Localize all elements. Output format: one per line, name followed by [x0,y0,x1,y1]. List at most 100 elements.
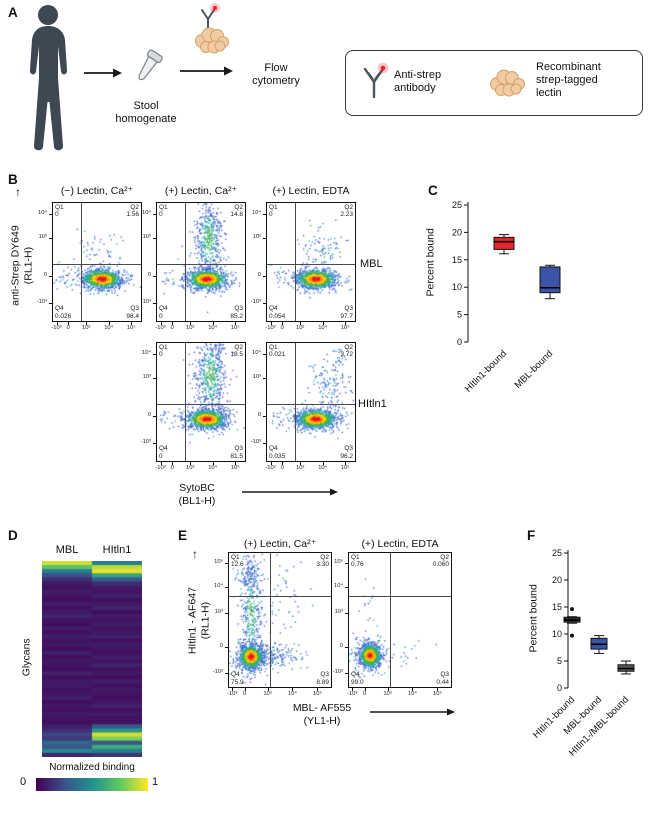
quadrant-label-q4: Q4 0 [159,445,168,460]
x-tick [282,322,284,325]
x-tick-label: 10⁴ [104,325,114,331]
flow-plot-area: Q1 0 Q2 2.23 Q4 0.054 Q3 97.7 [266,202,356,322]
quadrant-label-q4: Q4 0.026 [55,305,72,320]
y-axis-arrow: ↑ [192,547,198,561]
x-tick-label: -10³ [347,691,358,697]
x-tick [352,688,354,691]
d-y-axis-label: Glycans [20,638,33,677]
y-tick [153,276,156,278]
anti-strep-antibody-label: Anti-strep antibody [394,69,442,95]
e-y-axis-label: HItln1 - AF647 (RL1-H) [186,587,211,655]
y-tick-label: 25 [452,200,462,210]
panel-letter-e: E [178,528,188,543]
y-tick-label: 20 [552,575,562,585]
quadrant-hline [267,404,355,406]
colorbar-title: Normalized binding [49,762,135,773]
y-tick [49,214,52,215]
quadrant-label-q3: Q3 98.4 [126,305,139,320]
y-tick-label: 5 [457,310,462,320]
x-tick [172,322,174,325]
x-tick-label: 0 [243,691,247,697]
x-tick [282,462,284,465]
panel-letter-c: C [428,183,438,198]
d-col-title-mbl: MBL [55,544,79,556]
y-tick [225,613,228,615]
x-tick-label: 10³ [81,325,91,331]
x-tick-label: 10⁵ [126,325,136,331]
y-tick-label: 10³ [38,234,47,240]
quadrant-vline [81,203,83,321]
x-tick [190,462,192,465]
x-tick [244,688,246,691]
quadrant-label-q3: Q3 96.2 [340,445,353,460]
x-tick-label: 10⁵ [313,691,322,697]
boxplot-svg: 0510152025HItln1-boundMBL-boundHItln1-/M… [531,548,635,759]
x-tick [235,462,237,465]
y-tick-label: -10³ [140,438,151,445]
flow-plot-area: Q1 0 Q2 1.56 Q4 0.026 Q3 98.4 [52,202,142,322]
b-row-label-hitln1: HItln1 [358,398,387,410]
y-tick [345,562,348,564]
b-col-title-no-lectin: (−) Lectin, Ca²⁺ [60,185,134,197]
x-tick [387,688,389,691]
f-boxplot: 0 5 10 15 20 25 HItln1-bound MBL-bound HItln1-/M… [522,545,650,790]
outlier-point [570,607,574,612]
y-tick-label: -10³ [250,298,261,305]
y-axis-arrow: ↑ [15,185,21,199]
y-tick-label: 0 [339,643,343,650]
quadrant-vline [269,553,271,687]
y-tick-label: 0 [257,412,261,419]
panel-letter-a: A [8,5,18,20]
e-col-title-lectin-edta: (+) Lectin, EDTA [361,538,439,550]
y-tick-label: 10⁵ [214,558,223,565]
y-tick-label: -10³ [140,298,151,305]
y-tick-label: 10³ [214,609,223,616]
flow-plot-e-lectin-ca: Q1 12.6 Q2 3.30 Q4 75.9 Q3 8.89 -10³ 0 10³ 10⁴ 1… [210,552,332,702]
panel-letter-f: F [527,528,536,543]
quadrant-label-q3: Q3 85.2 [230,305,243,320]
y-tick [153,302,156,304]
y-tick-label: 25 [552,548,562,558]
x-tick-label: 10⁴ [287,691,297,697]
scatter-canvas [157,343,245,461]
d-col-title-hitln1: HItln1 [102,544,132,556]
y-tick [345,673,348,675]
arrow-icon [180,66,233,76]
y-tick [263,442,266,444]
x-tick-label: 10³ [185,465,195,471]
scatter-canvas [349,553,451,687]
y-tick-label: 0 [557,683,562,693]
x-tick [160,462,162,465]
x-axis-arrow [370,708,455,716]
x-tick-label: 10³ [383,691,392,697]
y-tick [225,562,228,564]
x-tick [131,322,133,325]
x-tick [235,322,237,325]
quadrant-vline [185,343,187,461]
e-x-axis-label: MBL- AF555 (YL1-H) [292,702,352,727]
y-tick-label: 10⁴ [334,583,343,590]
x-tick [212,322,214,325]
x-tick [86,322,88,325]
y-tick [49,238,52,239]
flow-plot-e-lectin-edta: Q1 0.76 Q2 0.060 Q4 99.0 Q3 0.44 -10³ 0 10³ 10⁴… [330,552,452,702]
y-tick [49,302,52,304]
x-tick [212,462,214,465]
flow-cytometry-label: Flow cytometry [252,62,300,88]
y-tick [263,416,266,418]
y-tick [263,238,266,239]
x-tick-label: 10⁵ [230,325,240,331]
quadrant-label-q2: Q2 3.72 [340,344,353,359]
quadrant-vline [295,203,297,321]
y-tick-label: 5 [557,656,562,666]
x-tick-label: 0 [280,465,284,471]
heatmap-canvas [42,561,142,757]
y-tick-label: 10⁴ [38,210,47,216]
x-tick [322,322,324,325]
y-tick [153,378,156,379]
x-tick-label: -10³ [155,325,166,331]
flow-plot-area: Q1 0.021 Q2 3.72 Q4 0.035 Q3 96.2 [266,342,356,462]
x-tick [232,688,234,691]
y-tick [263,276,266,278]
